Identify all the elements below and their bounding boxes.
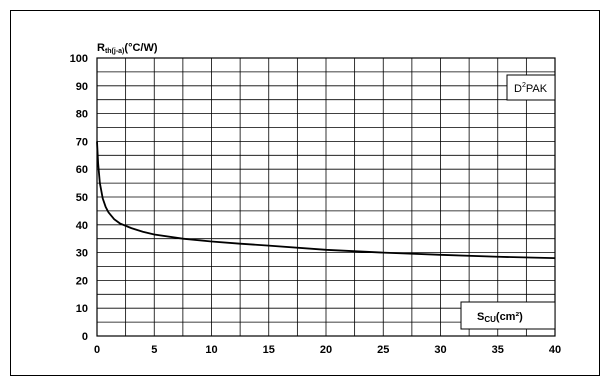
y-tick-label: 10 xyxy=(76,303,88,315)
y-axis-label: Rth(j-a)(°C/W) xyxy=(97,42,158,55)
x-axis-label: SCU(cm²) xyxy=(477,311,523,324)
x-axis-label-unit: (cm²) xyxy=(496,311,523,323)
x-tick-label: 5 xyxy=(151,344,157,356)
x-tick-label: 30 xyxy=(434,344,446,356)
x-tick-label: 10 xyxy=(205,344,217,356)
x-tick-label: 0 xyxy=(94,344,100,356)
y-tick-label: 0 xyxy=(82,331,88,343)
y-tick-label: 40 xyxy=(76,220,88,232)
package-label-main: D xyxy=(514,83,522,95)
y-axis-label-sub: th(j-a) xyxy=(105,48,124,55)
y-tick-label: 70 xyxy=(76,136,88,148)
y-axis-label-main: R xyxy=(97,42,105,54)
x-axis-label-main: S xyxy=(477,311,484,323)
package-label: D2PAK xyxy=(514,82,548,95)
y-tick-label: 80 xyxy=(76,109,88,121)
y-tick-label: 50 xyxy=(76,192,88,204)
grid xyxy=(96,57,556,337)
x-axis-label-box xyxy=(460,301,556,330)
plot-border xyxy=(96,57,556,337)
x-tick-label: 25 xyxy=(377,344,389,356)
package-label-sup: 2 xyxy=(522,82,526,89)
y-tick-label: 60 xyxy=(76,164,88,176)
y-tick-label: 90 xyxy=(76,81,88,93)
x-axis-label-sub: CU xyxy=(484,315,496,324)
y-tick-label: 30 xyxy=(76,248,88,260)
x-tick-label: 15 xyxy=(263,344,275,356)
y-tick-label: 20 xyxy=(76,275,88,287)
x-tick-label: 20 xyxy=(320,344,332,356)
series-line xyxy=(96,141,556,260)
chart-frame: 0 5 10 15 20 25 30 35 40 0 10 20 30 40 50 60 70 80 90 100 R… xyxy=(10,10,600,376)
y-axis-label-unit: (°C/W) xyxy=(124,42,157,54)
chart: 0 5 10 15 20 25 30 35 40 0 10 20 30 40 50 60 70 80 90 100 R… xyxy=(70,42,561,356)
x-tick-label: 40 xyxy=(549,344,561,356)
tick-labels: 0 5 10 15 20 25 30 35 40 0 10 20 30 40 50 60 70 80 90 100 xyxy=(70,53,561,356)
package-label-rest: PAK xyxy=(526,83,548,95)
y-tick-label: 100 xyxy=(70,53,88,65)
x-tick-label: 35 xyxy=(492,344,504,356)
package-label-box xyxy=(506,74,556,101)
